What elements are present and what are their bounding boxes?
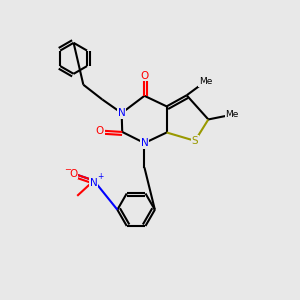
Text: Me: Me: [225, 110, 239, 119]
Text: Me: Me: [199, 77, 212, 86]
Text: +: +: [97, 172, 103, 181]
Text: O: O: [70, 169, 78, 178]
Text: O: O: [96, 126, 104, 136]
Text: N: N: [141, 138, 148, 148]
Text: O: O: [140, 70, 148, 81]
Text: −: −: [64, 165, 71, 174]
Text: N: N: [118, 108, 125, 118]
Text: N: N: [90, 178, 98, 188]
Text: S: S: [192, 136, 198, 146]
